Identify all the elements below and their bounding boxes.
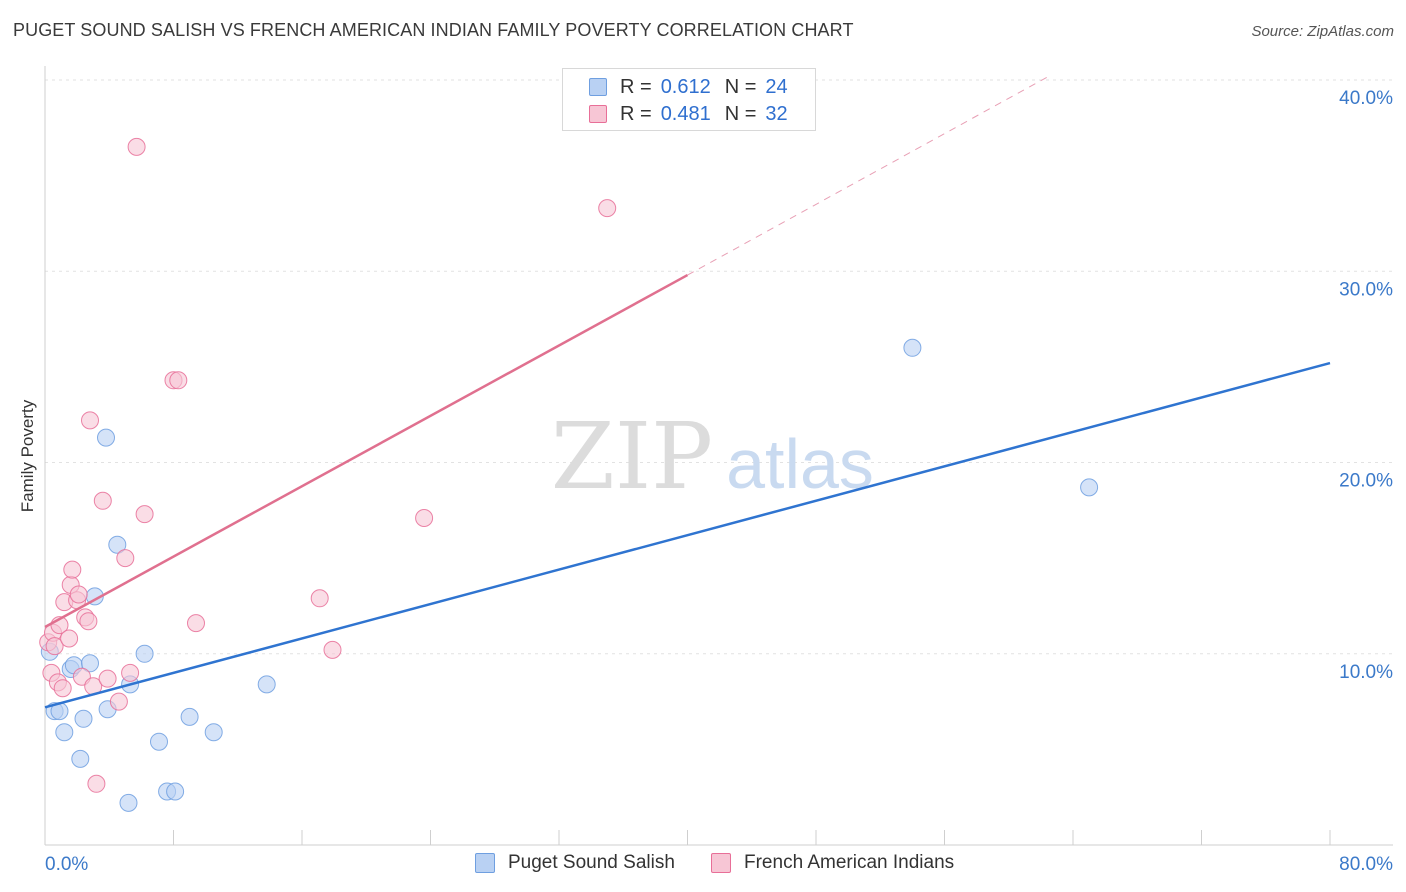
legend-r-label: R = — [620, 75, 652, 98]
point-french-american-indians — [187, 614, 205, 633]
point-french-american-indians — [81, 411, 99, 430]
trend-line-puget-sound-salish — [44, 361, 1331, 709]
point-puget-sound-salish — [81, 654, 99, 673]
legend-r-label: R = — [620, 102, 652, 125]
point-puget-sound-salish — [204, 723, 223, 742]
point-french-american-indians — [415, 509, 434, 527]
point-puget-sound-salish — [166, 782, 185, 801]
bottom-legend-puget: Puget Sound Salish — [475, 852, 675, 874]
data-points — [39, 137, 1099, 812]
point-puget-sound-salish — [135, 644, 154, 663]
y-tick-label: 20.0% — [1339, 471, 1393, 492]
point-french-american-indians — [53, 679, 72, 698]
point-french-american-indians — [45, 637, 64, 656]
legend-r-value: 0.612 — [660, 75, 711, 98]
watermark-atlas: atlas — [726, 425, 874, 503]
point-french-american-indians — [63, 560, 82, 579]
point-puget-sound-salish — [257, 675, 276, 694]
x-tick-label: 0.0% — [45, 854, 88, 875]
point-french-american-indians — [116, 549, 135, 568]
bottom-legend-swatch-french — [711, 853, 731, 873]
point-puget-sound-salish — [71, 749, 90, 768]
chart-title: PUGET SOUND SALISH VS FRENCH AMERICAN IN… — [13, 20, 854, 40]
y-tick-label: 30.0% — [1339, 279, 1393, 300]
point-puget-sound-salish — [97, 428, 115, 447]
point-french-american-indians — [60, 629, 79, 648]
legend-n-label: N = — [724, 75, 757, 98]
watermark: ZIP atlas — [551, 403, 874, 510]
point-french-american-indians — [310, 589, 329, 608]
point-puget-sound-salish — [119, 793, 138, 812]
legend-n-value: 32 — [765, 102, 788, 125]
bottom-legend-french: French American Indians — [711, 852, 954, 874]
axes — [44, 66, 1393, 846]
legend-n-value: 24 — [765, 75, 788, 98]
point-puget-sound-salish — [180, 707, 199, 726]
point-french-american-indians — [598, 199, 617, 218]
legend-row-french: R = 0.481 N = 32 — [589, 102, 788, 126]
legend-row-puget: R = 0.612 N = 24 — [589, 75, 788, 99]
legend-r-value: 0.481 — [660, 102, 711, 125]
point-puget-sound-salish — [903, 338, 922, 357]
point-puget-sound-salish — [55, 723, 74, 742]
x-tick-label: 80.0% — [1339, 854, 1393, 875]
point-puget-sound-salish — [108, 535, 127, 554]
trend-line-french-american-indians — [44, 273, 689, 629]
point-french-american-indians — [69, 585, 88, 604]
tick-labels: 10.0% 20.0% 30.0% 40.0% 0.0% 80.0% — [45, 88, 1393, 875]
bottom-legend-swatch-puget — [475, 853, 495, 873]
y-axis-label: Family Poverty — [18, 399, 37, 512]
point-puget-sound-salish — [74, 709, 93, 728]
grid-lines — [45, 79, 1393, 655]
point-french-american-indians — [93, 491, 112, 510]
point-french-american-indians — [323, 640, 342, 659]
legend-swatch-french — [589, 105, 607, 123]
legend-swatch-puget — [589, 78, 607, 96]
point-french-american-indians — [121, 663, 140, 682]
watermark-zip: ZIP — [551, 403, 713, 510]
point-french-american-indians — [79, 612, 98, 631]
point-puget-sound-salish — [150, 732, 168, 751]
point-french-american-indians — [98, 669, 117, 688]
y-tick-label: 40.0% — [1339, 88, 1393, 109]
legend-n-label: N = — [724, 102, 757, 125]
point-puget-sound-salish — [1080, 478, 1099, 497]
y-tick-label: 10.0% — [1339, 662, 1393, 683]
point-french-american-indians — [87, 774, 106, 793]
bottom-legend-label-french: French American Indians — [744, 852, 955, 873]
point-french-american-indians — [109, 692, 128, 711]
source-label: Source: ZipAtlas.com — [1251, 23, 1394, 40]
legend: R = 0.612 N = 24 R = 0.481 N = 32 — [562, 68, 816, 131]
trend-line-extension-french-american-indians — [687, 75, 1050, 276]
point-french-american-indians — [135, 505, 154, 524]
point-french-american-indians — [169, 371, 188, 390]
trend-lines — [44, 75, 1331, 709]
bottom-legend-label-puget: Puget Sound Salish — [508, 852, 675, 873]
point-french-american-indians — [127, 137, 146, 156]
